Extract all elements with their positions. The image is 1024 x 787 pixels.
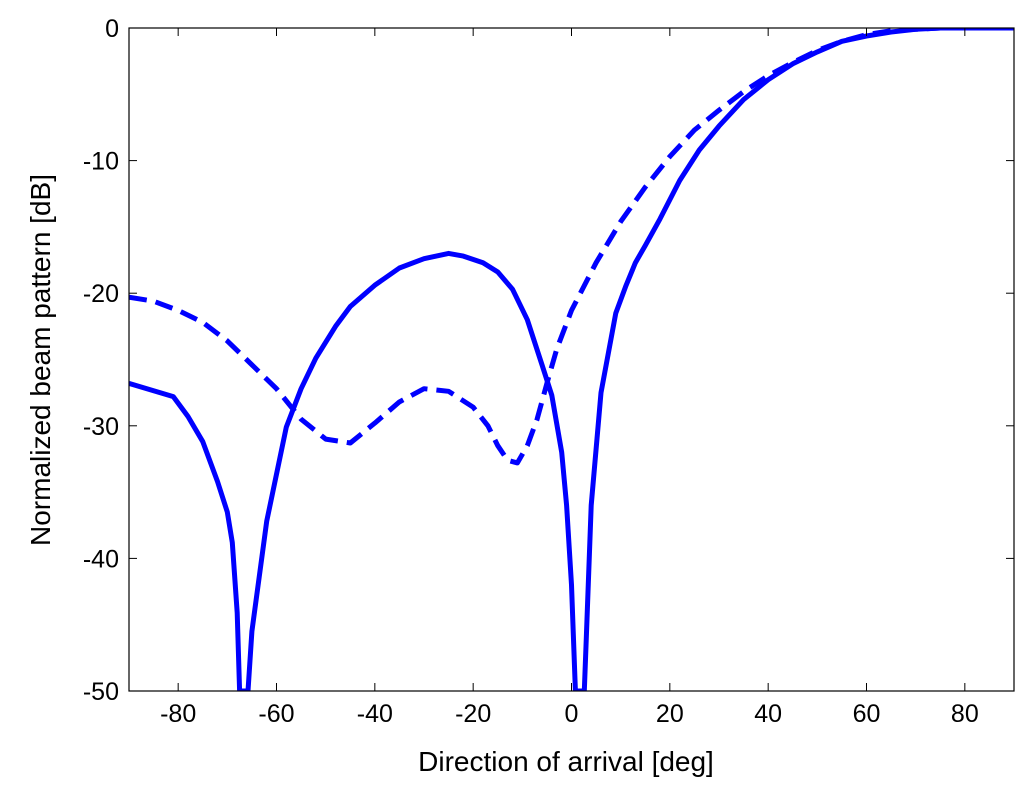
x-tick-label: -40 [357, 700, 393, 728]
x-tick-label: 60 [853, 700, 881, 728]
x-tick-label: -20 [455, 700, 491, 728]
series-layer [129, 28, 1014, 691]
y-tick-label: -30 [83, 413, 119, 441]
solid-series-line [129, 28, 1014, 691]
x-tick-label: -80 [160, 700, 196, 728]
y-axis-title: Normalized beam pattern [dB] [25, 174, 56, 546]
ticks-layer: -80 -60 -40 -20 0 20 40 60 80 0 -10 -20 -30 -40 -50 [83, 15, 1014, 728]
y-tick-label: -50 [83, 678, 119, 706]
y-tick-label: -20 [83, 280, 119, 308]
x-tick-label: 40 [754, 700, 782, 728]
x-axis-title: Direction of arrival [deg] [418, 746, 714, 777]
x-tick-label: 0 [565, 700, 579, 728]
x-tick-label: 80 [951, 700, 979, 728]
y-tick-label: -10 [83, 148, 119, 176]
x-tick-label: 20 [656, 700, 684, 728]
y-tick-label: -40 [83, 545, 119, 573]
y-tick-label: 0 [105, 15, 119, 43]
x-tick-label: -60 [258, 700, 294, 728]
